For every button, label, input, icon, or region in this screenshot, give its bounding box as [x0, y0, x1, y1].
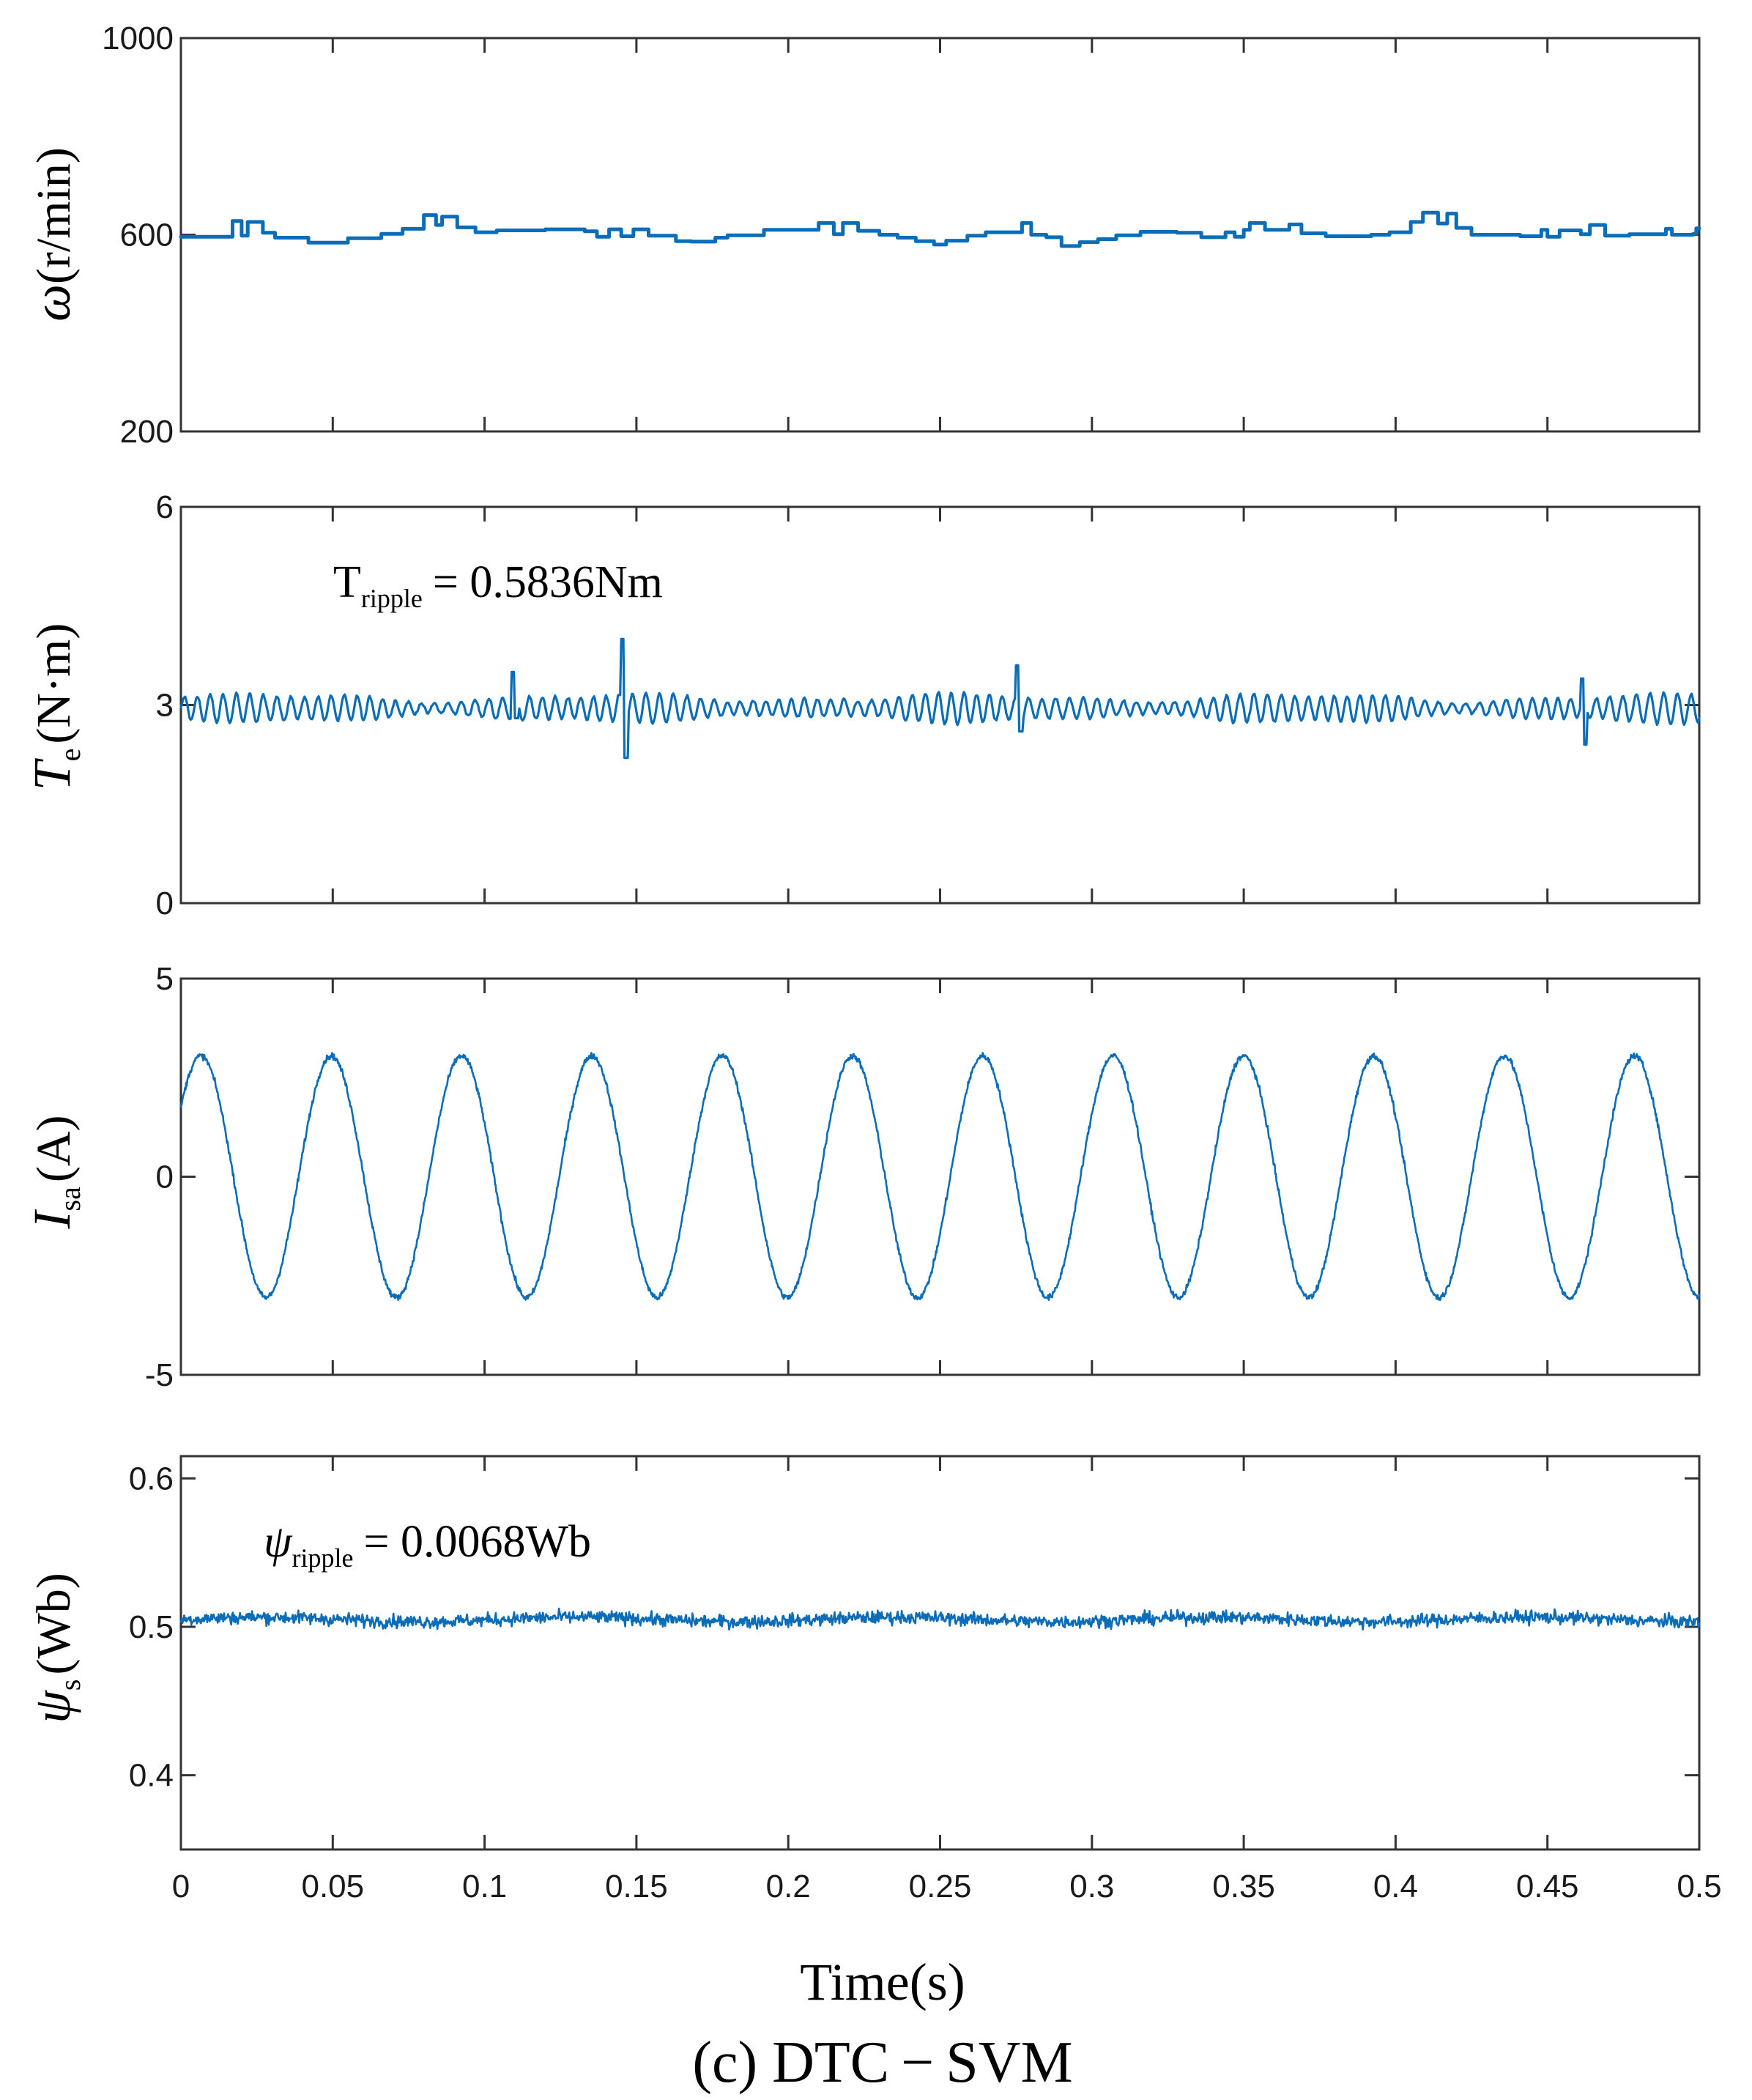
speed-y-tick-label: 200: [120, 414, 174, 450]
torque-ylabel-unit: (N·m): [27, 623, 81, 744]
x-tick-label: 0.05: [301, 1869, 364, 1904]
torque-ylabel: Te (N·m): [23, 623, 86, 791]
torque-ylabel-sub: e: [53, 749, 86, 762]
svg-text:ψs(Wb): ψs (Wb): [23, 1573, 86, 1724]
current-ylabel-sub: sa: [53, 1187, 86, 1212]
x-axis-label: Time(s): [800, 1953, 965, 2011]
torque-ripple-value: = 0.5836Nm: [433, 557, 663, 607]
x-tick-label: 0.5: [1677, 1869, 1721, 1904]
torque-y-tick-label: 0: [156, 886, 174, 921]
speed-ylabel-unit: (r/min): [27, 147, 81, 284]
x-tick-label: 0: [172, 1869, 190, 1904]
x-tick-label: 0.15: [605, 1869, 668, 1904]
speed-ylabel-symbol: ω: [23, 284, 81, 322]
torque-panel: 6 3 0 Te (N·m) Tripple = 0.5836Nm: [23, 489, 1701, 921]
flux-ripple-annotation: ψripple = 0.0068Wb: [264, 1517, 591, 1573]
flux-ylabel-symbol: ψ: [23, 1690, 81, 1724]
torque-y-tick-label: 6: [156, 489, 174, 525]
flux-plot-frame: [179, 1455, 1701, 1851]
x-tick-label: 0.3: [1069, 1869, 1114, 1904]
x-tick-label: 0.4: [1373, 1869, 1418, 1904]
x-tick-label: 0.1: [462, 1869, 507, 1904]
current-y-ticks: 5 0 -5: [145, 961, 1699, 1393]
speed-panel: 1000 600 200 ω(r/min): [23, 21, 1701, 450]
current-ylabel-symbol: I: [23, 1209, 81, 1229]
svg-text:ω(r/min): ω(r/min): [23, 147, 81, 322]
torque-y-ticks: 6 3 0: [156, 489, 1699, 921]
torque-y-tick-label: 3: [156, 688, 174, 724]
torque-ylabel-symbol: T: [23, 757, 81, 790]
x-tick-label: 0.35: [1212, 1869, 1275, 1904]
flux-y-ticks: 0.6 0.5 0.4: [129, 1461, 1699, 1794]
svg-text:Te(N·m): Te (N·m): [23, 623, 86, 791]
flux-ylabel-sub: s: [53, 1679, 86, 1691]
x-tick-label: 0.45: [1516, 1869, 1579, 1904]
current-ylabel-unit: (A): [27, 1116, 81, 1183]
torque-ripple-symbol: T: [333, 557, 361, 607]
current-panel: 5 0 -5 Isa (A): [23, 961, 1701, 1393]
speed-x-ticks: [179, 38, 1701, 431]
figure-caption: (c) DTC − SVM: [692, 2030, 1072, 2095]
torque-ripple-sub: ripple: [361, 584, 423, 613]
torque-ripple-annotation: Tripple = 0.5836Nm: [333, 557, 663, 613]
svg-text:Isa(A): Isa (A): [23, 1116, 86, 1230]
x-tick-labels: 0 0.05 0.1 0.15 0.2 0.25 0.3 0.35 0.4 0.45 0.5: [172, 1869, 1722, 1904]
current-ylabel: Isa (A): [23, 1116, 86, 1230]
speed-y-tick-label: 600: [120, 218, 174, 253]
flux-ripple-sub: ripple: [292, 1543, 354, 1573]
speed-y-tick-label: 1000: [102, 21, 174, 56]
x-tick-label: 0.2: [766, 1869, 811, 1904]
flux-y-tick-label: 0.6: [129, 1461, 174, 1496]
speed-y-ticks: 1000 600 200: [102, 21, 1699, 450]
flux-ylabel-unit: (Wb): [27, 1573, 81, 1674]
flux-ripple-symbol: ψ: [264, 1517, 293, 1567]
current-y-tick-label: 0: [156, 1160, 174, 1195]
current-y-tick-label: 5: [156, 961, 174, 997]
torque-series-line: [179, 637, 1701, 760]
flux-y-tick-label: 0.5: [129, 1609, 174, 1645]
torque-x-ticks: [179, 507, 1701, 903]
speed-ylabel: ω(r/min): [23, 147, 81, 322]
flux-x-ticks: [179, 1456, 1701, 1849]
current-x-ticks: [179, 979, 1701, 1375]
flux-ripple-value: = 0.0068Wb: [364, 1517, 591, 1567]
flux-y-tick-label: 0.4: [129, 1758, 174, 1794]
flux-panel: 0.60.50.4 ψs(Wb) ψripple = 0.0068Wb: [23, 1455, 1701, 1851]
current-y-tick-label: -5: [145, 1357, 174, 1393]
x-tick-label: 0.25: [909, 1869, 972, 1904]
flux-series-line: [179, 1607, 1701, 1631]
current-series-line: [179, 1052, 1701, 1302]
flux-ylabel: ψs (Wb): [23, 1573, 86, 1724]
speed-series-line: [179, 210, 1701, 248]
